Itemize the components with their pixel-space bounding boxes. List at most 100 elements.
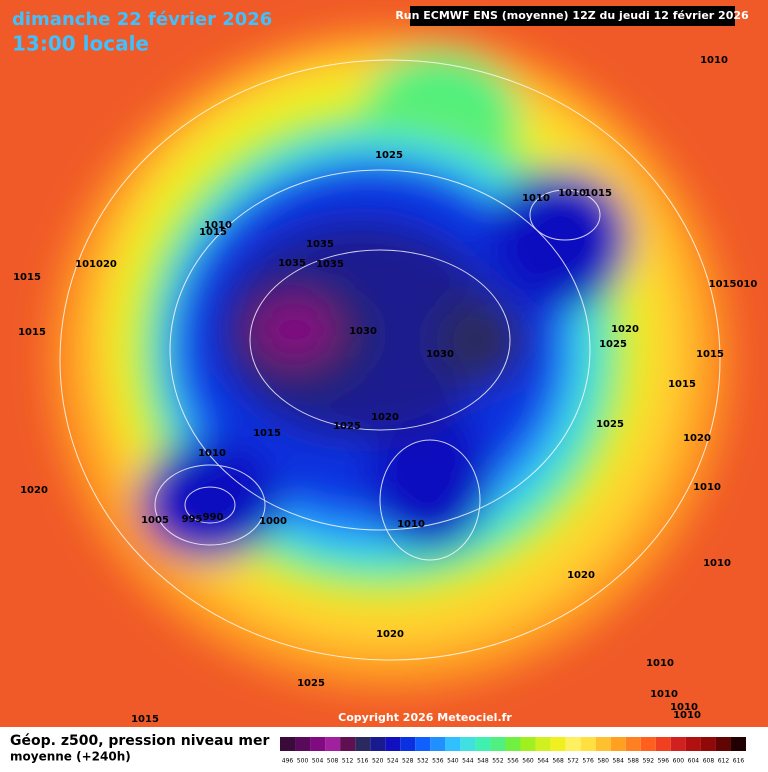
legend-swatch [475,737,491,751]
legend-swatch [460,737,476,751]
isobar-label: 1010 [204,220,232,231]
legend-swatch [385,737,401,751]
legend-tick-label: 552 [492,758,504,765]
isobar-label: 1010 [700,55,728,66]
isobar-label: 1020 [376,629,404,640]
legend-swatch [640,737,656,751]
isobar-label: 1020 [683,433,711,444]
legend-tick-label: 544 [462,758,474,765]
legend-swatch [730,737,746,751]
isobar-label: 1035 [316,259,344,270]
legend-tick-label: 504 [312,758,324,765]
legend-swatch [490,737,506,751]
copyright: Copyright 2026 Meteociel.fr [338,711,512,724]
legend-swatch [400,737,416,751]
legend-swatch [430,737,446,751]
isobar-label: 1010 [397,519,425,530]
legend-tick-label: 564 [537,758,549,765]
footer-title: Géop. z500, pression niveau mer [10,733,269,749]
legend-swatch [520,737,536,751]
legend-tick-label: 548 [477,758,489,765]
isobar-label: 1015010 [709,279,758,290]
legend-tick-label: 556 [507,758,519,765]
legend-swatch [565,737,581,751]
legend-tick-label: 508 [327,758,339,765]
isobar-label: 1010 [693,482,721,493]
legend-tick-label: 536 [432,758,444,765]
legend-tick-label: 524 [387,758,399,765]
isobar-label: 1030 [426,349,454,360]
map-field [0,0,768,727]
legend-swatch [595,737,611,751]
isobar-label: 990 [203,512,224,523]
isobar-label: 1010 [650,689,678,700]
legend-swatch [700,737,716,751]
isobar-label: 1025 [596,419,624,430]
legend-tick-label: 572 [567,758,579,765]
legend-tick-label: 568 [552,758,564,765]
legend-swatch [655,737,671,751]
legend-tick-label: 496 [282,758,294,765]
legend-tick-label: 560 [522,758,534,765]
legend-tick-label: 516 [357,758,369,765]
isobar-label: 1005 [141,515,169,526]
legend-swatch [550,737,566,751]
legend-swatch [535,737,551,751]
isobar-label: 1000 [259,516,287,527]
isobar-label: 1015 [13,272,41,283]
legend-tick-label: 576 [582,758,594,765]
legend-tick-label: 580 [597,758,609,765]
legend-tick-label: 588 [628,758,640,765]
legend-swatch [325,737,341,751]
isobar-label: 1010 [198,448,226,459]
isobar-label: 1030 [349,326,377,337]
legend-tick-label: 608 [703,758,715,765]
isobar-label: 1020 [20,485,48,496]
legend-swatch [310,737,326,751]
isobar-label: 1025 [375,150,403,161]
isobar-label: 1025 [599,339,627,350]
isobar-label: 1020 [567,570,595,581]
isobar-label: 1015 [253,428,281,439]
legend-swatch [355,737,371,751]
legend-tick-label: 596 [658,758,670,765]
color-legend: 496 500 504 508 512 516 520 524 528 532 536 540 544 5… [280,737,746,765]
date: dimanche 22 février 2026 [12,9,272,30]
legend-swatch [580,737,596,751]
local-time: 13:00 locale [12,32,149,56]
legend-swatch [715,737,731,751]
legend-swatch [505,737,521,751]
legend-tick-label: 540 [447,758,459,765]
isobar-label: 101020 [75,259,117,270]
legend-swatch [340,737,356,751]
legend-swatch [445,737,461,751]
legend-tick-label: 616 [733,758,745,765]
isobar-label: 1020 [611,324,639,335]
legend-tick-label: 584 [612,758,624,765]
run-box [410,6,735,26]
isobar-label: 1025 [297,678,325,689]
run-info: Run ECMWF ENS (moyenne) 12Z du jeudi 12 … [395,9,749,22]
legend-tick-label: 500 [297,758,309,765]
legend-tick-label: 592 [643,758,655,765]
isobar-label: 1015 [668,379,696,390]
legend-tick-label: 532 [417,758,429,765]
isobar-label: 1015 [696,349,724,360]
isobar-label: 1010 [673,710,701,721]
isobar-label: 1015 [584,188,612,199]
legend-swatch [415,737,431,751]
legend-swatch [610,737,626,751]
legend-tick-label: 612 [718,758,730,765]
footer-subtitle: moyenne (+240h) [10,750,131,764]
legend-tick-label: 512 [342,758,354,765]
isobar-label: 1010 [670,702,698,713]
legend-tick-label: 520 [372,758,384,765]
isobar-label: 1035 [278,258,306,269]
isobar-label: 1015 [131,714,159,725]
legend-swatch [280,737,296,751]
legend-tick-label: 528 [402,758,414,765]
isobar-label: 1015 [18,327,46,338]
isobar-label: 1035 [306,239,334,250]
legend-tick-label: 604 [688,758,700,765]
